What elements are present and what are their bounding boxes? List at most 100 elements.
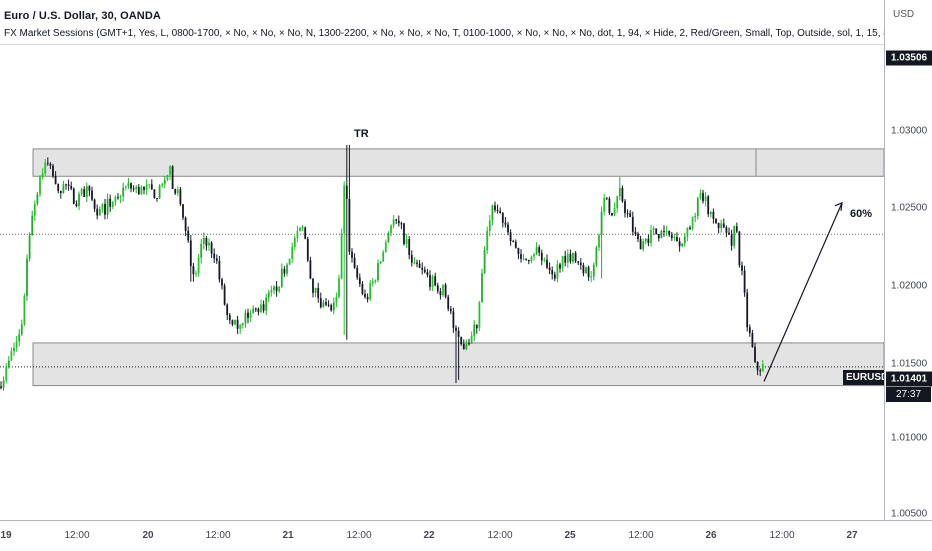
candle-body [751, 333, 754, 347]
chart-area[interactable]: TR 60% EURUSD Euro / U.S. Dollar, 30, OA… [0, 0, 884, 520]
candle-body [312, 278, 314, 293]
candle-body [694, 216, 697, 218]
candle-body [236, 319, 239, 329]
candle-body [304, 227, 307, 239]
bar-countdown: 27:37 [886, 387, 931, 402]
candle-body [7, 360, 10, 368]
candle-body [39, 177, 41, 195]
candle-body [241, 323, 244, 326]
candle-body [127, 183, 130, 187]
candle-body [681, 243, 684, 247]
candle-body [62, 184, 65, 194]
candle-body [673, 237, 676, 239]
candle-body [200, 243, 203, 258]
candle-body [122, 187, 125, 197]
candle-body [330, 305, 333, 311]
candle-body [475, 324, 478, 329]
indicator-legend[interactable]: FX Market Sessions (GMT+1, Yes, L, 0800-… [4, 28, 884, 39]
candle-body [686, 227, 689, 237]
time-tick: 12:00 [346, 530, 372, 541]
candle-body [340, 233, 343, 279]
candle-body [618, 188, 621, 197]
candle-body [665, 230, 668, 232]
candle-body [83, 189, 86, 197]
symbol-tag: EURUSD [843, 370, 884, 385]
candle-body [221, 279, 223, 286]
price-axis[interactable]: USD 1.03000 1.02500 1.02000 1.01500 1.01… [884, 0, 932, 520]
time-tick: 22 [423, 530, 435, 541]
candle-body [80, 189, 83, 195]
candle-body [132, 188, 135, 190]
candle-body [465, 343, 468, 350]
candle-body [429, 275, 431, 287]
candle-body [444, 284, 447, 297]
candle-body [171, 166, 174, 190]
candle-body [384, 242, 387, 253]
candle-body [754, 346, 756, 363]
chart-title[interactable]: Euro / U.S. Dollar, 30, OANDA [4, 10, 161, 22]
candle-body [119, 196, 122, 198]
candle-body [551, 270, 554, 275]
price-chart[interactable] [0, 0, 884, 520]
candle-body [44, 162, 47, 174]
candle-body [382, 252, 385, 262]
candle-body [717, 222, 720, 229]
candle-body [598, 234, 600, 248]
candle-body [15, 341, 18, 348]
candle-body [748, 327, 751, 334]
candle-body [431, 276, 434, 287]
candle-body [397, 220, 400, 224]
time-axis[interactable]: 19 12:00 20 12:00 21 12:00 22 12:00 25 1… [0, 520, 932, 551]
candle-body [486, 230, 489, 251]
candle-body [143, 186, 145, 190]
candle-body [546, 259, 548, 268]
candle-body [70, 185, 73, 189]
price-tag-top: 1.03506 [886, 50, 932, 66]
candle-body [377, 263, 379, 281]
candle-body [114, 197, 117, 203]
candle-body [483, 250, 486, 274]
candle-body [93, 199, 96, 209]
candle-body [176, 189, 179, 194]
candle-body [54, 176, 57, 184]
candle-body [426, 272, 429, 276]
candle-body [265, 297, 268, 311]
candle-body [150, 184, 153, 190]
candle-body [759, 370, 762, 372]
candle-body [270, 290, 273, 293]
candle-body [187, 230, 190, 241]
last-price-tag: 1.01401 [886, 371, 932, 387]
candle-body [650, 229, 652, 244]
candle-body [449, 308, 452, 312]
trading-range-label: TR [354, 128, 369, 140]
candle-body [10, 351, 13, 361]
candle-body [553, 274, 556, 279]
candle-body [75, 203, 78, 207]
candle-body [735, 226, 738, 232]
candle-body [91, 190, 93, 200]
candle-body [702, 192, 704, 202]
candle-body [182, 204, 184, 218]
candle-body [174, 189, 177, 194]
candle-body [213, 253, 216, 259]
candle-body [184, 217, 187, 231]
candle-body [249, 313, 252, 318]
candle-body [130, 183, 132, 189]
candle-body [2, 380, 5, 388]
candle-body [13, 347, 15, 352]
candle-body [356, 267, 359, 278]
candle-body [192, 266, 195, 275]
candle-body [663, 230, 665, 232]
candle-body [319, 298, 322, 308]
candle-body [332, 302, 335, 311]
candle-body [556, 264, 559, 279]
candle-body [624, 201, 626, 214]
candle-body [153, 189, 156, 199]
candle-body [252, 308, 255, 314]
candle-body [104, 204, 106, 215]
candle-body [478, 302, 481, 329]
candle-body [124, 186, 127, 188]
candle-body [390, 225, 392, 233]
candle-body [436, 285, 439, 292]
candle-body [637, 233, 639, 240]
